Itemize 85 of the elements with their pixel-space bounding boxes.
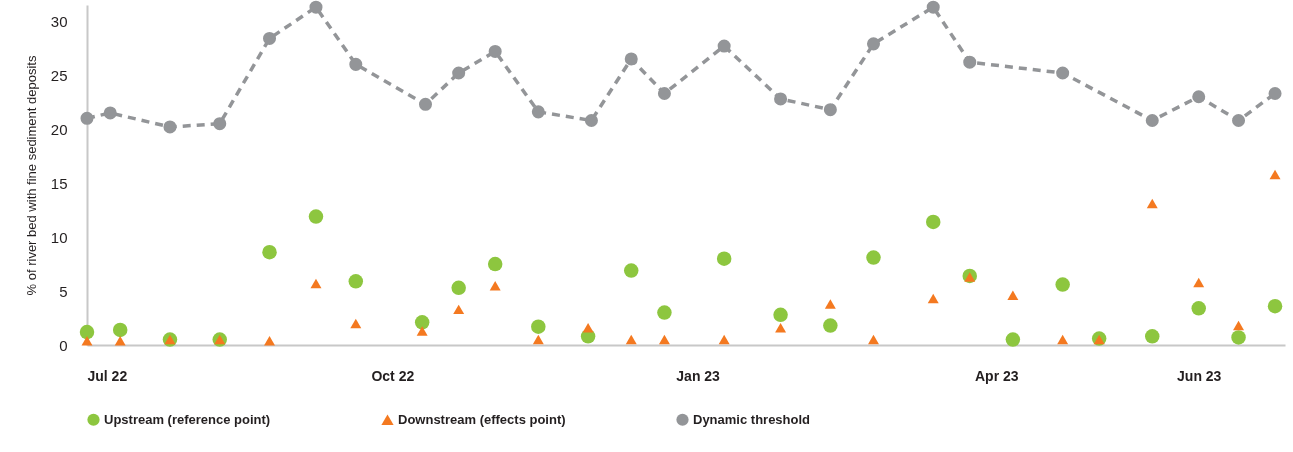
point — [1193, 277, 1205, 288]
x-tick-label: Apr 23 — [975, 367, 1019, 384]
point — [1056, 66, 1070, 80]
point — [309, 0, 323, 14]
point — [310, 278, 322, 289]
x-tick-label: Jul 22 — [87, 367, 128, 384]
point — [1267, 298, 1283, 314]
point — [114, 335, 126, 346]
point — [582, 322, 594, 333]
y-tick-label: 10 — [50, 228, 68, 246]
point — [1233, 320, 1245, 331]
point — [1232, 113, 1246, 127]
y-tick-label: 20 — [50, 120, 68, 138]
y-tick-label: 5 — [59, 282, 68, 300]
point — [1268, 87, 1282, 101]
legend-label: Downstream (effects point) — [398, 411, 566, 427]
point — [717, 39, 731, 53]
point — [1269, 169, 1281, 180]
point — [1007, 290, 1019, 301]
point — [308, 209, 324, 224]
point — [418, 97, 433, 111]
point — [112, 322, 128, 338]
point — [213, 117, 227, 131]
point — [1057, 334, 1069, 345]
point — [774, 92, 788, 106]
point — [79, 324, 95, 340]
point — [866, 250, 881, 265]
point — [103, 106, 117, 120]
point — [1005, 332, 1021, 347]
point — [658, 334, 670, 345]
point — [163, 120, 177, 134]
point — [531, 319, 546, 334]
point — [452, 66, 466, 80]
y-axis-title: % of river bed with fine sediment deposits — [23, 55, 39, 296]
point — [531, 105, 545, 119]
point — [349, 57, 363, 71]
point — [624, 52, 638, 66]
point — [927, 293, 939, 304]
point — [1231, 330, 1246, 345]
y-tick-label: 30 — [50, 12, 68, 30]
point — [718, 334, 730, 345]
point — [773, 307, 788, 323]
point — [453, 304, 465, 315]
point — [716, 251, 732, 266]
point — [866, 37, 881, 51]
point — [1145, 113, 1159, 127]
point — [488, 44, 502, 58]
point — [1145, 329, 1160, 344]
point — [80, 111, 94, 125]
point — [823, 318, 838, 333]
point — [1055, 277, 1070, 292]
point — [925, 214, 941, 230]
x-tick-label: Jan 23 — [676, 367, 721, 384]
point — [348, 274, 364, 289]
point — [1191, 301, 1206, 316]
point — [963, 55, 977, 69]
x-tick-label: Jun 23 — [1177, 367, 1222, 384]
point — [414, 315, 430, 330]
x-tick-label: Oct 22 — [371, 367, 415, 384]
point — [584, 113, 598, 127]
point — [262, 244, 277, 260]
point — [824, 299, 836, 309]
y-tick-label: 0 — [59, 336, 68, 354]
legend-label: Dynamic threshold — [693, 411, 811, 427]
point — [657, 305, 672, 320]
point — [489, 280, 501, 291]
point — [264, 335, 275, 346]
y-tick-label: 25 — [50, 66, 68, 84]
point — [1146, 198, 1158, 209]
point — [1192, 90, 1206, 104]
y-tick-label: 15 — [50, 174, 68, 192]
point — [350, 318, 362, 329]
point — [964, 272, 976, 282]
legend-label: Upstream (reference point) — [104, 411, 271, 427]
point — [657, 87, 671, 101]
point — [263, 31, 277, 45]
point — [487, 256, 503, 272]
point — [451, 280, 466, 296]
point — [624, 263, 639, 278]
point — [532, 334, 544, 345]
point — [625, 334, 637, 345]
point — [926, 0, 940, 14]
point — [823, 103, 837, 117]
point — [416, 326, 428, 336]
point — [868, 334, 879, 345]
